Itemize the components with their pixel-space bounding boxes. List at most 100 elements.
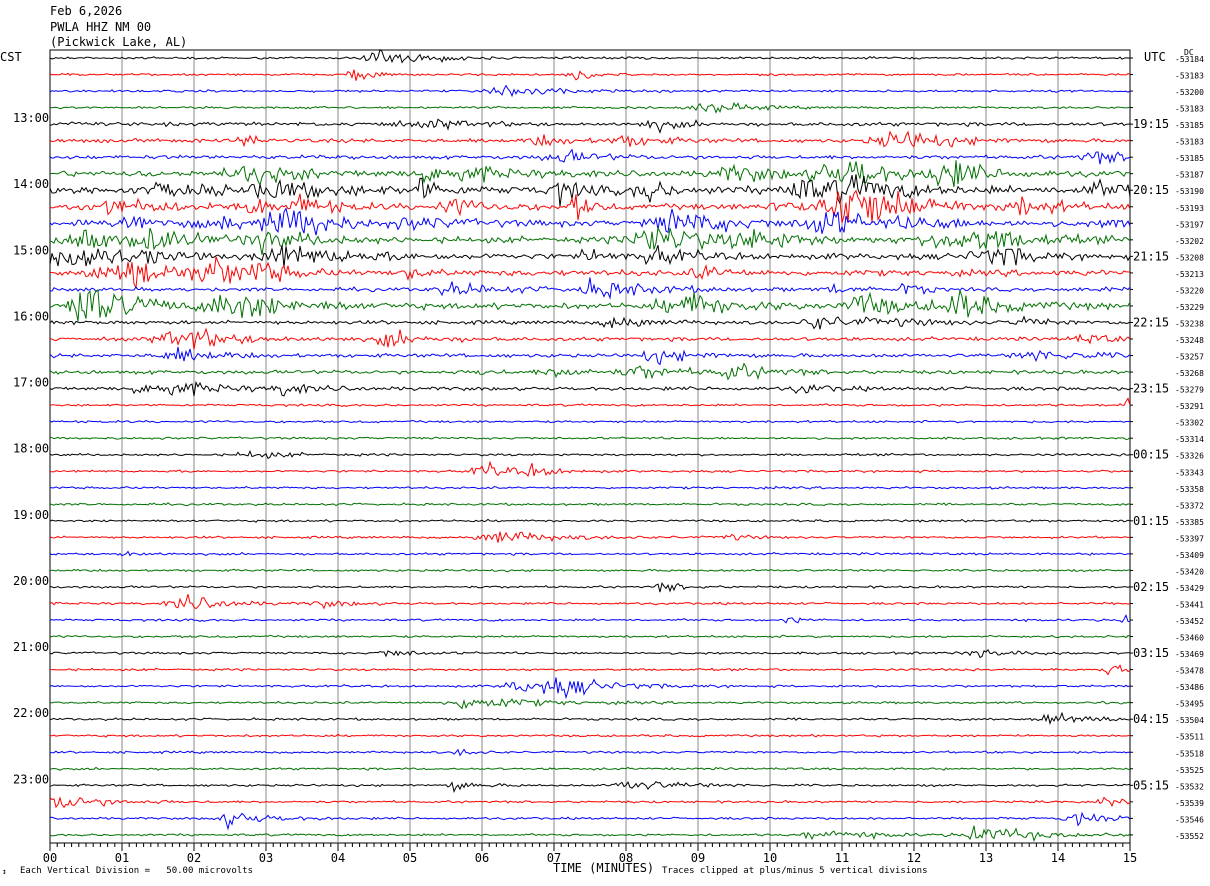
dc-offset-label: -53279 xyxy=(1175,386,1204,395)
dc-offset-label: -53326 xyxy=(1175,452,1204,461)
dc-offset-label: -53193 xyxy=(1175,204,1204,213)
dc-offset-label: -53429 xyxy=(1175,584,1204,593)
dc-offset-label: -53184 xyxy=(1175,55,1204,64)
right-hour-label: 04:15 xyxy=(1133,712,1169,726)
dc-offset-label: -53200 xyxy=(1175,88,1204,97)
left-hour-label: 14:00 xyxy=(13,177,49,191)
x-tick-label: 00 xyxy=(43,851,57,865)
left-hour-label: 16:00 xyxy=(13,309,49,323)
trace-line xyxy=(49,315,1131,330)
dc-offset-label: -53358 xyxy=(1175,485,1204,494)
dc-offset-label: -53511 xyxy=(1175,733,1204,742)
trace-line xyxy=(49,397,1131,408)
trace-line xyxy=(49,780,1131,794)
x-tick-label: 13 xyxy=(979,851,993,865)
x-tick-label: 08 xyxy=(619,851,633,865)
trace-line xyxy=(49,518,1131,523)
left-hour-label: 22:00 xyxy=(13,706,49,720)
dc-offset-label: -53183 xyxy=(1175,72,1204,81)
dc-offset-label: -53314 xyxy=(1175,435,1204,444)
trace-line xyxy=(49,118,1131,134)
x-tick-label: 14 xyxy=(1051,851,1065,865)
trace-line xyxy=(49,766,1131,771)
dc-offset-label: -53257 xyxy=(1175,353,1204,362)
dc-offset-label: -53552 xyxy=(1175,832,1204,841)
dc-offset-label: -53185 xyxy=(1175,121,1204,130)
trace-line xyxy=(49,664,1131,676)
clip-note: Traces clipped at plus/minus 5 vertical … xyxy=(662,866,928,876)
trace-line xyxy=(49,289,1131,322)
trace-line xyxy=(49,613,1131,624)
right-hour-label: 00:15 xyxy=(1133,448,1169,462)
x-tick-label: 02 xyxy=(187,851,201,865)
x-tick-label: 11 xyxy=(835,851,849,865)
x-tick-label: 07 xyxy=(547,851,561,865)
x-tick-label: 03 xyxy=(259,851,273,865)
trace-line xyxy=(49,419,1131,424)
trace-line xyxy=(49,796,1131,809)
left-timezone-label: CST xyxy=(0,50,22,64)
trace-line xyxy=(49,101,1131,114)
dc-offset-label: -53343 xyxy=(1175,468,1204,477)
dc-offset-label: -53190 xyxy=(1175,187,1204,196)
dc-offset-label: -53372 xyxy=(1175,501,1204,510)
x-tick-label: 06 xyxy=(475,851,489,865)
right-hour-label: 19:15 xyxy=(1133,117,1169,131)
right-hour-label: 01:15 xyxy=(1133,514,1169,528)
x-axis-label: TIME (MINUTES) xyxy=(553,861,655,875)
trace-line xyxy=(49,226,1131,255)
trace-line xyxy=(49,449,1131,460)
trace-line xyxy=(49,436,1131,441)
trace-line xyxy=(49,811,1131,831)
dc-offset-label: -53302 xyxy=(1175,419,1204,428)
x-tick-label: 09 xyxy=(691,851,705,865)
dc-offset-label: -53185 xyxy=(1175,154,1204,163)
left-hour-label: 13:00 xyxy=(13,111,49,125)
dc-offset-label: -53532 xyxy=(1175,782,1204,791)
trace-line xyxy=(49,346,1131,366)
dc-offset-label: -53469 xyxy=(1175,650,1204,659)
x-tick-label: 15 xyxy=(1123,851,1137,865)
trace-line xyxy=(49,130,1131,148)
trace-line xyxy=(49,748,1131,757)
dc-offset-label: -53208 xyxy=(1175,253,1204,262)
trace-line xyxy=(49,825,1131,843)
dc-offset-label: -53220 xyxy=(1175,286,1204,295)
dc-offset-label: -53441 xyxy=(1175,600,1204,609)
station-label: PWLA HHZ NM 00 xyxy=(50,20,152,34)
trace-line xyxy=(49,568,1130,573)
dc-offset-label: -53183 xyxy=(1175,138,1204,147)
right-hour-label: 22:15 xyxy=(1133,315,1169,329)
trace-line xyxy=(49,634,1131,639)
x-tick-label: 12 xyxy=(907,851,921,865)
trace-line xyxy=(49,148,1131,165)
right-timezone-label: UTC xyxy=(1144,50,1166,64)
trace-line xyxy=(49,460,1131,478)
trace-line xyxy=(49,485,1131,490)
trace-line xyxy=(49,277,1131,300)
dc-offset-label: -53248 xyxy=(1175,336,1204,345)
dc-offset-label: -53452 xyxy=(1175,617,1204,626)
trace-line xyxy=(49,733,1131,738)
trace-line xyxy=(49,255,1131,290)
date-label: Feb 6,2026 xyxy=(50,4,123,18)
trace-line xyxy=(49,531,1131,543)
dc-offset-label: -53460 xyxy=(1175,634,1204,643)
dc-offset-label: -53268 xyxy=(1175,369,1204,378)
right-hour-label: 02:15 xyxy=(1133,580,1169,594)
dc-offset-label: -53504 xyxy=(1175,716,1204,725)
trace-line xyxy=(49,189,1131,223)
trace-line xyxy=(49,648,1130,659)
dc-label: DC xyxy=(1184,48,1194,57)
dc-offset-label: -53397 xyxy=(1175,534,1204,543)
x-tick-label: 04 xyxy=(331,851,345,865)
trace-line xyxy=(49,245,1131,268)
dc-offset-label: -53546 xyxy=(1175,815,1204,824)
trace-line xyxy=(49,502,1131,507)
dc-offset-label: -53478 xyxy=(1175,667,1204,676)
trace-line xyxy=(49,49,1131,64)
trace-line xyxy=(49,207,1131,236)
plot-frame xyxy=(49,49,1131,844)
right-hour-label: 20:15 xyxy=(1133,183,1169,197)
right-hour-label: 05:15 xyxy=(1133,778,1169,792)
